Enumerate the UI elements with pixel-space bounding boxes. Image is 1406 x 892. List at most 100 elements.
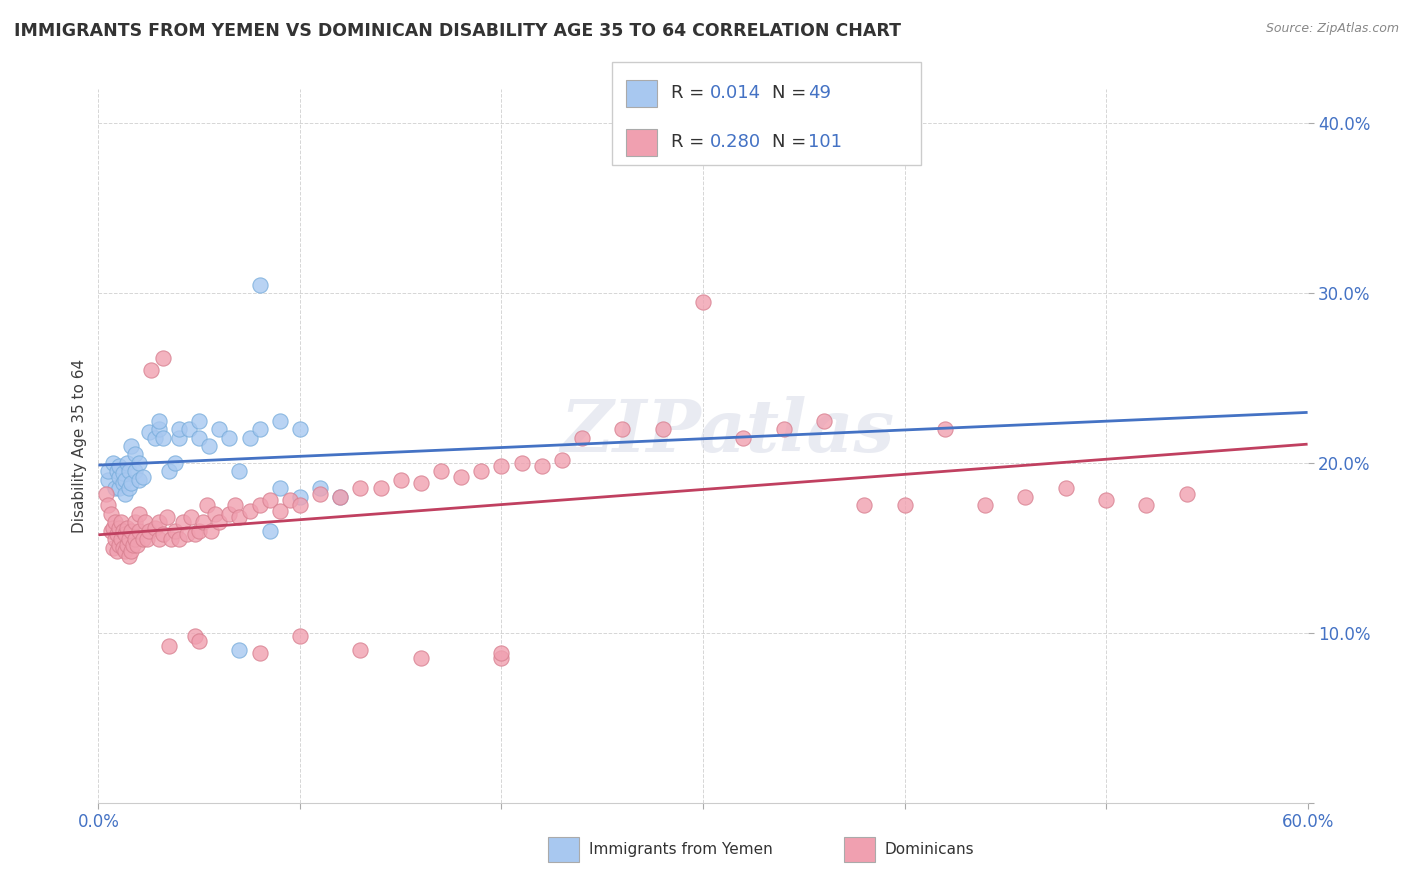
Point [450,469,472,483]
Point [180,510,202,524]
Point [551,452,574,467]
Point [259,524,281,538]
Point [114,544,136,558]
Point [139,362,162,376]
Point [135,533,157,547]
Point [188,634,211,648]
Point [125,537,148,551]
Point [228,643,250,657]
Point [974,499,997,513]
Point [114,527,136,541]
Point [188,430,211,444]
Point [107,482,129,496]
Point [733,430,755,444]
Point [278,493,301,508]
Point [269,482,291,496]
Point [249,646,271,660]
Point [204,507,226,521]
Point [118,549,141,564]
Point [96,486,118,500]
Point [510,456,533,470]
Point [107,520,129,534]
Text: ZIPatlas: ZIPatlas [560,396,894,467]
Point [853,499,876,513]
Point [103,482,125,496]
Point [269,503,291,517]
Point [288,499,311,513]
Point [124,533,146,547]
Point [101,541,124,555]
Point [128,524,150,538]
Point [152,527,174,541]
Point [249,277,271,292]
Point [160,533,183,547]
Point [114,473,136,487]
Point [1175,486,1198,500]
Point [118,482,141,496]
Point [115,520,138,534]
Point [156,510,179,524]
Point [329,490,352,504]
Point [97,465,120,479]
Point [1054,482,1077,496]
Point [184,527,207,541]
Point [239,503,262,517]
Point [188,524,211,538]
Point [612,422,634,436]
Text: Immigrants from Yemen: Immigrants from Yemen [589,842,773,856]
Point [571,430,593,444]
Point [114,486,136,500]
Point [128,507,150,521]
Point [772,422,794,436]
Point [148,533,170,547]
Text: 0.014: 0.014 [710,84,761,103]
Point [198,439,221,453]
Point [152,351,174,365]
Text: Source: ZipAtlas.com: Source: ZipAtlas.com [1265,22,1399,36]
Point [111,476,134,491]
Point [103,516,125,530]
Point [167,422,190,436]
Text: N =: N = [772,134,811,152]
Point [111,466,134,480]
Point [143,520,166,534]
Point [288,629,311,643]
Text: R =: R = [671,134,710,152]
Point [148,422,170,436]
Point [228,510,250,524]
Point [115,537,138,551]
Point [167,533,190,547]
Point [111,524,134,538]
Point [132,533,155,547]
Point [491,459,513,474]
Point [148,516,170,530]
Point [120,476,142,491]
Point [409,651,432,665]
Point [100,507,122,521]
Text: 49: 49 [808,84,831,103]
Point [138,425,160,440]
Point [128,473,150,487]
Point [288,422,311,436]
Point [101,456,124,470]
Point [115,456,138,470]
Y-axis label: Disability Age 35 to 64: Disability Age 35 to 64 [72,359,87,533]
Point [120,439,142,453]
Point [259,493,281,508]
Point [813,413,835,427]
Point [101,520,124,534]
Point [530,459,553,474]
Point [132,469,155,483]
Point [124,448,146,462]
Point [103,533,125,547]
Text: N =: N = [772,84,811,103]
Point [124,465,146,479]
Text: Dominicans: Dominicans [884,842,974,856]
Point [143,430,166,444]
Point [349,482,371,496]
Point [193,516,215,530]
Point [309,486,332,500]
Point [97,499,120,513]
Text: IMMIGRANTS FROM YEMEN VS DOMINICAN DISABILITY AGE 35 TO 64 CORRELATION CHART: IMMIGRANTS FROM YEMEN VS DOMINICAN DISAB… [14,22,901,40]
Point [177,422,201,436]
